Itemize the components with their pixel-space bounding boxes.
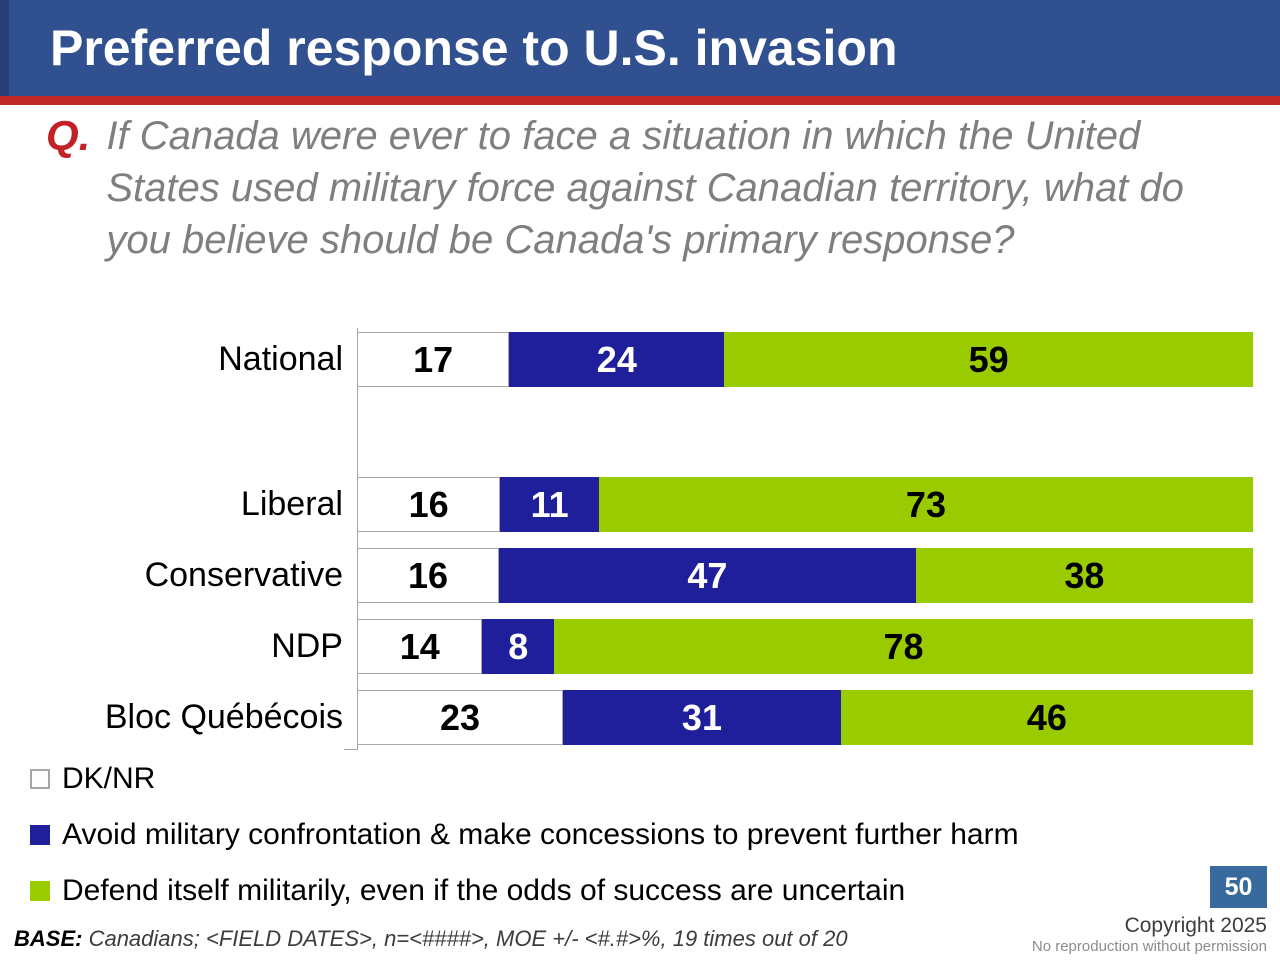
bar-segment-defend: 73 xyxy=(598,477,1253,532)
bar-group: 14 8 78 xyxy=(357,619,1253,674)
bar-value-label: 73 xyxy=(905,483,946,525)
bar-value-label: 11 xyxy=(530,483,569,525)
bar-value-label: 38 xyxy=(1064,554,1105,596)
dknr-swatch-icon xyxy=(30,769,50,789)
chart-row: National 17 24 59 xyxy=(0,332,1253,387)
bar-group: 17 24 59 xyxy=(357,332,1253,387)
defend-swatch-icon xyxy=(30,881,50,901)
stacked-bar-chart: National 17 24 59 Liberal 16 11 73 Conservative 1… xyxy=(0,328,1280,752)
legend: DK/NR Avoid military confrontation & mak… xyxy=(30,762,1019,930)
bar-segment-avoid: 8 xyxy=(482,619,555,674)
legend-item-dknr: DK/NR xyxy=(30,762,1019,796)
bar-value-label: 8 xyxy=(508,625,529,667)
legend-label: Avoid military confrontation & make conc… xyxy=(62,818,1019,851)
bar-value-label: 16 xyxy=(408,483,449,525)
page-title: Preferred response to U.S. invasion xyxy=(50,20,898,76)
copyright-text: Copyright 2025 xyxy=(1124,914,1267,937)
category-label: Liberal xyxy=(240,485,343,523)
bar-segment-dknr: 17 xyxy=(357,332,510,387)
bar-segment-avoid: 47 xyxy=(498,548,916,603)
category-label: Bloc Québécois xyxy=(104,698,343,736)
bar-group: 16 11 73 xyxy=(357,477,1253,532)
question-block: Q. If Canada were ever to face a situati… xyxy=(46,110,1226,266)
bar-segment-defend: 38 xyxy=(915,548,1253,603)
avoid-swatch-icon xyxy=(30,825,50,845)
bar-value-label: 59 xyxy=(968,338,1009,380)
base-label: BASE: xyxy=(14,926,83,951)
y-axis-line xyxy=(357,328,358,750)
bar-value-label: 78 xyxy=(883,625,924,667)
chart-row: NDP 14 8 78 xyxy=(0,619,1253,674)
base-note: BASE: Canadians; <FIELD DATES>, n=<####>… xyxy=(14,926,848,952)
bar-value-label: 23 xyxy=(440,696,481,738)
bar-value-label: 31 xyxy=(681,696,722,738)
bar-segment-avoid: 24 xyxy=(509,332,725,387)
copyright-block: Copyright 2025 No reproduction without p… xyxy=(1032,914,1267,955)
legend-item-avoid: Avoid military confrontation & make conc… xyxy=(30,818,1019,852)
bar-value-label: 47 xyxy=(687,554,728,596)
chart-row: Liberal 16 11 73 xyxy=(0,477,1253,532)
legend-label: Defend itself militarily, even if the od… xyxy=(62,874,906,907)
header-left-accent xyxy=(0,0,9,96)
bar-segment-dknr: 16 xyxy=(357,548,499,603)
chart-row: Conservative 16 47 38 xyxy=(0,548,1253,603)
category-label: National xyxy=(218,340,343,378)
category-label: Conservative xyxy=(144,556,343,594)
bar-segment-defend: 59 xyxy=(724,332,1253,387)
chart-rows: National 17 24 59 Liberal 16 11 73 Conservative 1… xyxy=(0,332,1253,761)
bar-group: 16 47 38 xyxy=(357,548,1253,603)
category-label: NDP xyxy=(271,627,343,665)
bar-segment-dknr: 23 xyxy=(357,690,564,745)
legend-label: DK/NR xyxy=(62,762,156,795)
y-axis-tick xyxy=(344,749,358,750)
bar-value-label: 24 xyxy=(596,338,637,380)
page-number-badge: 50 xyxy=(1210,866,1267,908)
bar-segment-dknr: 16 xyxy=(357,477,501,532)
page-number: 50 xyxy=(1224,872,1253,901)
header-bar: Preferred response to U.S. invasion xyxy=(0,0,1280,96)
bar-group: 23 31 46 xyxy=(357,690,1253,745)
header-divider xyxy=(0,96,1280,105)
bar-segment-defend: 46 xyxy=(840,690,1253,745)
bar-value-label: 14 xyxy=(399,625,440,667)
question-text: If Canada were ever to face a situation … xyxy=(106,114,1184,262)
bar-segment-defend: 78 xyxy=(554,619,1253,674)
question-prefix: Q. xyxy=(46,112,91,159)
chart-row: Bloc Québécois 23 31 46 xyxy=(0,690,1253,745)
bar-segment-avoid: 11 xyxy=(500,477,599,532)
legend-item-defend: Defend itself militarily, even if the od… xyxy=(30,874,1019,908)
reproduction-text: No reproduction without permission xyxy=(1031,938,1267,955)
bar-value-label: 46 xyxy=(1026,696,1067,738)
bar-segment-avoid: 31 xyxy=(563,690,841,745)
bar-value-label: 16 xyxy=(407,554,448,596)
bar-segment-dknr: 14 xyxy=(357,619,483,674)
base-text: Canadians; <FIELD DATES>, n=<####>, MOE … xyxy=(82,926,848,951)
bar-value-label: 17 xyxy=(413,338,454,380)
